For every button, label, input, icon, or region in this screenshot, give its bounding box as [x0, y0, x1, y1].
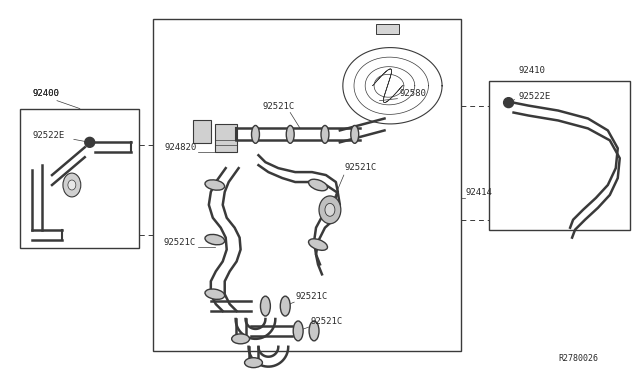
- Text: 92522E: 92522E: [32, 131, 65, 140]
- Bar: [193, 119, 211, 143]
- Ellipse shape: [293, 321, 303, 341]
- Text: 92414: 92414: [466, 188, 493, 197]
- Ellipse shape: [321, 125, 329, 143]
- Text: 92580: 92580: [399, 89, 426, 98]
- Ellipse shape: [205, 180, 225, 190]
- Bar: [153, 19, 461, 351]
- Ellipse shape: [205, 289, 225, 299]
- Bar: [489, 81, 630, 230]
- Ellipse shape: [252, 125, 259, 143]
- Ellipse shape: [68, 180, 76, 190]
- Text: 924820: 924820: [164, 143, 196, 152]
- Ellipse shape: [260, 296, 270, 316]
- Bar: [20, 109, 140, 247]
- Circle shape: [504, 98, 513, 108]
- Text: 92521C: 92521C: [310, 317, 342, 326]
- Ellipse shape: [205, 234, 225, 245]
- Ellipse shape: [308, 179, 328, 191]
- Ellipse shape: [308, 239, 328, 250]
- Ellipse shape: [232, 334, 250, 344]
- Ellipse shape: [309, 321, 319, 341]
- Text: 92521C: 92521C: [345, 163, 377, 172]
- Bar: [376, 24, 399, 34]
- Text: 92521C: 92521C: [163, 238, 195, 247]
- Ellipse shape: [63, 173, 81, 197]
- Text: 92400: 92400: [32, 89, 59, 98]
- Text: 92410: 92410: [518, 66, 545, 75]
- Text: 92521C: 92521C: [295, 292, 328, 301]
- Circle shape: [84, 137, 95, 147]
- Ellipse shape: [325, 203, 335, 216]
- Text: 92400: 92400: [32, 89, 59, 98]
- Ellipse shape: [244, 358, 262, 368]
- Ellipse shape: [286, 125, 294, 143]
- Text: 92521C: 92521C: [262, 102, 294, 110]
- Ellipse shape: [280, 296, 290, 316]
- Text: 92522E: 92522E: [518, 92, 551, 101]
- Ellipse shape: [319, 196, 341, 224]
- Text: R2780026: R2780026: [558, 354, 598, 363]
- Ellipse shape: [351, 125, 358, 143]
- Bar: [215, 125, 237, 152]
